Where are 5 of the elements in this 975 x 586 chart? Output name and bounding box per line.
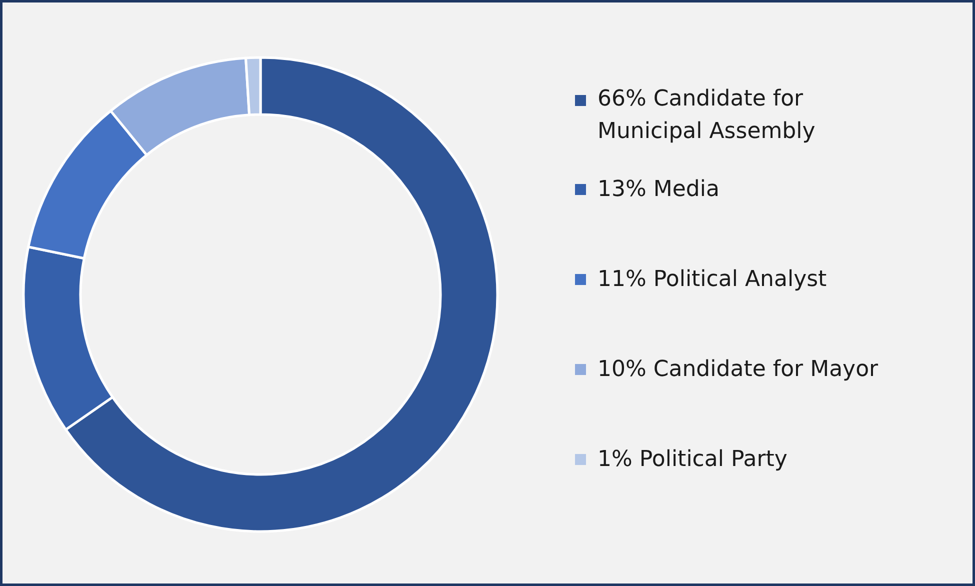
legend-label: 1% Political Party [598,447,788,472]
legend-label: 10% Candidate for Mayor [598,357,880,382]
legend-label: 11% Political Analyst [598,267,828,292]
legend-label: 66% Candidate for Municipal Assembly [598,86,816,144]
legend-label: 13% Media [598,177,720,202]
